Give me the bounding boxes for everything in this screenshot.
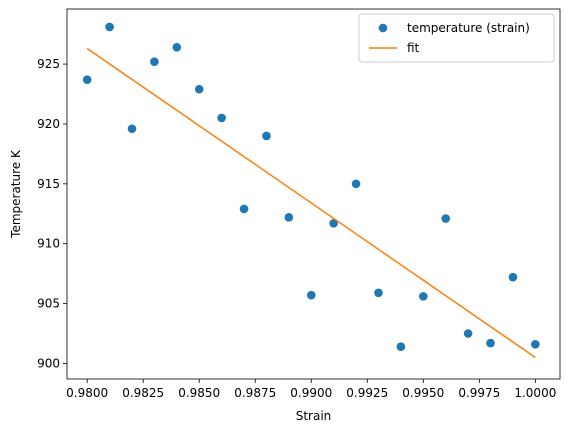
data-point — [284, 213, 294, 222]
legend-box — [358, 13, 555, 63]
x-tick-label: 0.9825 — [122, 386, 164, 400]
y-tick-label: 920 — [37, 117, 60, 131]
data-point — [306, 290, 316, 300]
x-tick-label: 0.9925 — [346, 386, 388, 400]
data-point — [419, 292, 428, 301]
legend: temperature (strain) fit — [358, 13, 555, 63]
x-tick-label: 0.9800 — [66, 386, 108, 400]
x-tick-label: 0.9975 — [458, 386, 500, 400]
legend-label: temperature (strain) — [407, 21, 530, 35]
data-point — [329, 219, 338, 228]
x-tick-label: 0.9875 — [234, 386, 276, 400]
y-tick-label: 925 — [37, 57, 60, 71]
data-point — [217, 113, 226, 123]
data-point — [172, 43, 182, 52]
data-point — [486, 338, 495, 348]
data-point — [441, 214, 451, 223]
x-tick-label: 1.0000 — [514, 386, 556, 400]
data-point — [396, 342, 406, 351]
data-point — [82, 75, 92, 84]
data-point — [150, 57, 159, 66]
x-tick-label: 0.9950 — [402, 386, 444, 400]
y-tick-label: 915 — [37, 177, 60, 191]
data-point — [194, 84, 204, 94]
legend-label: fit — [407, 41, 420, 55]
data-point — [127, 124, 137, 134]
data-point — [351, 179, 361, 189]
data-point — [531, 339, 540, 349]
data-point — [239, 204, 249, 214]
y-tick-label: 910 — [37, 237, 60, 251]
x-tick-label: 0.9850 — [178, 386, 220, 400]
data-point — [262, 131, 271, 141]
data-point — [463, 329, 473, 338]
y-axis-label: Temperature K — [9, 149, 23, 239]
data-point — [374, 288, 383, 298]
y-tick-label: 905 — [37, 297, 60, 311]
plot-area — [82, 22, 540, 359]
axes: 0.9800 0.9825 0.9850 0.9875 0.9900 0.9925 0.99… — [37, 8, 561, 400]
data-point — [508, 272, 518, 282]
y-tick-label: 900 — [37, 356, 60, 370]
axes-frame — [66, 8, 561, 380]
fit-line — [86, 47, 536, 359]
x-axis-label: Strain — [296, 409, 332, 423]
data-point — [105, 22, 114, 32]
legend-marker-swatch — [378, 23, 388, 33]
x-tick-label: 0.9900 — [290, 386, 332, 400]
